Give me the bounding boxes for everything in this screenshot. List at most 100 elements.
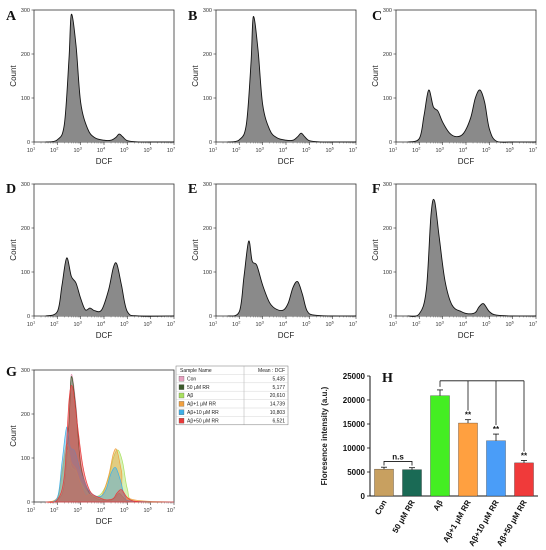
x-tick-label: 103 [435, 146, 444, 155]
plot-frame [33, 183, 175, 317]
bar-category-label: Aβ [432, 498, 445, 512]
panel-letter-a: A [6, 9, 17, 24]
legend-header-mean: Mean : DCF [258, 368, 285, 374]
legend-swatch [178, 418, 185, 424]
y-axis-label: Count [9, 65, 18, 87]
x-tick-label: 102 [232, 146, 241, 155]
legend-sample-name: Aβ [187, 393, 193, 399]
y-tick-label: 0 [209, 140, 212, 146]
x-tick-label: 102 [50, 320, 59, 329]
significance-mark: ** [493, 425, 500, 434]
x-tick-label: 105 [302, 146, 311, 155]
y-tick-label: 300 [21, 8, 30, 14]
y-tick-label: 100 [21, 270, 30, 276]
plot-frame [395, 9, 537, 143]
x-tick-label: 103 [435, 320, 444, 329]
x-tick-label: 101 [27, 506, 36, 515]
x-tick-label: 107 [529, 146, 538, 155]
x-tick-label: 101 [389, 146, 398, 155]
panel-letter-f: F [372, 182, 381, 197]
legend-swatch [178, 384, 185, 390]
panel-letter-c: C [372, 9, 382, 24]
x-tick-label: 105 [120, 320, 129, 329]
y-tick-label: 100 [203, 96, 212, 102]
histogram-outline [407, 89, 537, 143]
y-tick-label: 0 [27, 140, 30, 146]
legend-sample-name: Aβ+50 μM RR [187, 418, 219, 424]
x-tick-label: 107 [167, 146, 176, 155]
y-tick-label: 200 [203, 52, 212, 58]
histogram-outline [45, 257, 175, 317]
bar-6 [514, 462, 534, 497]
y-tick-label: 100 [383, 96, 392, 102]
x-tick-label: 101 [27, 146, 36, 155]
x-tick-label: 102 [50, 506, 59, 515]
y-tick-label: 0 [209, 314, 212, 320]
bar-y-tick-label: 25000 [343, 372, 366, 381]
overlay-legend-box [175, 365, 289, 426]
legend-mean-value: 5,435 [272, 376, 285, 382]
histogram-area [227, 16, 356, 143]
bar-5 [486, 440, 506, 497]
x-tick-label: 107 [349, 146, 358, 155]
significance-mark: ** [521, 451, 528, 460]
legend-mean-value: 10,803 [270, 410, 286, 416]
panel-letter-g: G [6, 365, 17, 380]
x-tick-label: 107 [167, 320, 176, 329]
plot-frame [215, 183, 357, 317]
bar-y-axis-label: Floresence intensity (a.u.) [320, 386, 329, 485]
x-tick-label: 102 [232, 320, 241, 329]
y-axis-label: Count [9, 239, 18, 261]
bar-category-label: Aβ+1 μM RR [441, 498, 473, 544]
bar-category-label: 50 μM RR [391, 498, 417, 534]
x-tick-label: 103 [73, 320, 82, 329]
x-axis-label: DCF [96, 517, 113, 526]
x-axis-label: DCF [458, 157, 475, 166]
legend-swatch [178, 376, 185, 382]
x-tick-label: 104 [459, 320, 468, 329]
ns-label: n.s [392, 452, 404, 461]
y-tick-label: 300 [383, 182, 392, 188]
x-tick-label: 106 [143, 506, 152, 515]
histogram-area [407, 199, 536, 317]
y-tick-label: 100 [203, 270, 212, 276]
x-tick-label: 101 [27, 320, 36, 329]
ns-bracket [383, 461, 413, 466]
overlay-area-6 [45, 384, 175, 503]
legend-swatch [178, 409, 185, 415]
y-tick-label: 100 [383, 270, 392, 276]
y-axis-label: Count [191, 65, 200, 87]
panel-letter-d: D [6, 182, 16, 197]
x-tick-label: 101 [209, 146, 218, 155]
x-tick-label: 105 [482, 146, 491, 155]
legend-sample-name: Aβ+10 μM RR [187, 410, 219, 416]
x-axis-label: DCF [278, 157, 295, 166]
x-tick-label: 104 [97, 320, 106, 329]
histogram-outline [227, 16, 356, 143]
y-tick-label: 300 [21, 182, 30, 188]
y-tick-label: 0 [27, 314, 30, 320]
y-tick-label: 0 [27, 500, 30, 506]
legend-swatch [178, 392, 185, 399]
y-tick-label: 100 [21, 456, 30, 462]
bar-y-tick-label: 0 [361, 492, 366, 501]
y-tick-label: 0 [389, 314, 392, 320]
histogram-outline [407, 198, 537, 317]
bar-3 [430, 395, 450, 497]
x-tick-label: 106 [143, 320, 152, 329]
x-axis-label: DCF [458, 331, 475, 340]
y-tick-label: 200 [383, 226, 392, 232]
y-axis-label: Count [371, 65, 380, 87]
x-axis-label: DCF [96, 331, 113, 340]
x-tick-label: 103 [255, 146, 264, 155]
x-tick-label: 101 [389, 320, 398, 329]
legend-mean-value: 20,610 [270, 393, 286, 399]
bar-y-tick-label: 20000 [343, 396, 366, 405]
panel-letter-b: B [188, 9, 197, 24]
x-tick-label: 107 [349, 320, 358, 329]
x-tick-label: 106 [325, 146, 334, 155]
legend-header-name: Sample Name [180, 368, 212, 374]
x-tick-label: 104 [279, 320, 288, 329]
bar-category-label: Con [373, 498, 389, 516]
significance-mark: ** [465, 411, 472, 420]
